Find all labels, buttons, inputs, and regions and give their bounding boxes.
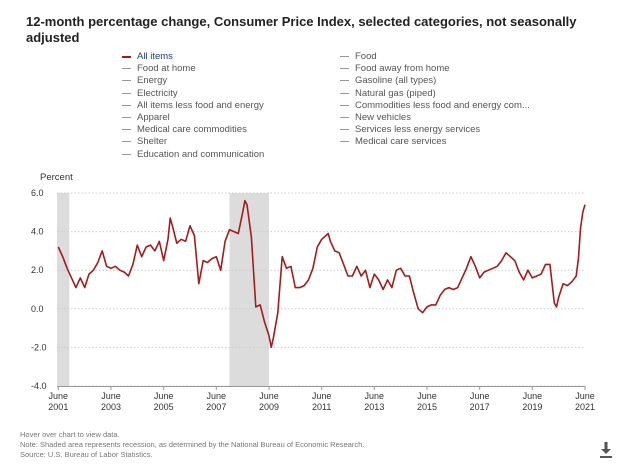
- legend-swatch: [340, 141, 349, 143]
- legend-swatch: [122, 141, 131, 143]
- x-tick-label: 2009: [259, 402, 279, 412]
- legend-swatch: [340, 104, 349, 106]
- x-tick-label: 2007: [206, 402, 226, 412]
- y-tick-label: 0.0: [31, 304, 44, 314]
- legend-swatch: [340, 92, 349, 94]
- legend-swatch: [122, 129, 131, 131]
- legend-label: Shelter: [137, 136, 168, 148]
- legend-label: Medical care commodities: [137, 124, 247, 136]
- legend-swatch: [340, 56, 349, 57]
- x-tick-label: 2005: [154, 402, 174, 412]
- x-tick-label: 2019: [522, 402, 542, 412]
- source-note: Source: U.S. Bureau of Labor Statistics.: [20, 450, 153, 459]
- legend-item[interactable]: Medical care commodities: [122, 123, 247, 136]
- legend-swatch: [122, 55, 131, 58]
- y-tick-label: 2.0: [31, 265, 44, 275]
- legend-label: Food at home: [137, 63, 196, 75]
- legend-item[interactable]: Apparel: [122, 111, 170, 124]
- legend-label: Services less energy services: [355, 124, 481, 136]
- chart-title: 12-month percentage change, Consumer Pri…: [26, 14, 577, 45]
- x-tick-label: 2013: [364, 402, 384, 412]
- legend-swatch: [340, 117, 349, 118]
- legend-swatch: [122, 104, 131, 106]
- legend-swatch: [340, 129, 349, 131]
- recession-band: [57, 193, 70, 386]
- y-tick-label: -4.0: [31, 381, 47, 391]
- legend-label: Medical care services: [355, 136, 447, 148]
- legend-item[interactable]: Education and communication: [122, 148, 264, 161]
- legend-label: Energy: [137, 75, 168, 87]
- x-tick-label: June: [575, 391, 595, 401]
- legend-item[interactable]: Electricity: [122, 87, 178, 100]
- x-tick-label: 2001: [48, 402, 68, 412]
- legend-swatch: [122, 117, 131, 118]
- legend-item[interactable]: New vehicles: [340, 111, 411, 124]
- y-tick-label: -2.0: [31, 342, 47, 352]
- recession-note: Note: Shaded area represents recession, …: [20, 440, 365, 449]
- legend-label: All items less food and energy: [137, 99, 264, 111]
- x-tick-label: June: [207, 391, 227, 401]
- legend-item[interactable]: Food: [340, 50, 377, 63]
- legend-item[interactable]: Energy: [122, 74, 167, 87]
- series-line-all-items[interactable]: [57, 199, 586, 349]
- x-tick-label: June: [417, 391, 437, 401]
- legend-swatch: [340, 80, 349, 82]
- x-tick-label: June: [154, 391, 174, 401]
- legend-label: Electricity: [137, 87, 178, 99]
- legend-item[interactable]: Gasoline (all types): [340, 74, 436, 87]
- hover-note: Hover over chart to view data.: [20, 430, 120, 439]
- x-tick-label: June: [523, 391, 543, 401]
- legend-label: Gasoline (all types): [355, 75, 437, 87]
- x-tick-label: 2021: [575, 402, 595, 412]
- legend-label: Education and communication: [137, 148, 265, 160]
- x-tick-label: June: [49, 391, 69, 401]
- legend-swatch: [122, 153, 131, 155]
- legend-item[interactable]: Food away from home: [340, 62, 450, 75]
- y-tick-label: 4.0: [31, 227, 44, 237]
- legend-item[interactable]: Services less energy services: [340, 123, 480, 136]
- legend-swatch: [122, 92, 131, 94]
- legend-item[interactable]: Natural gas (piped): [340, 87, 436, 100]
- legend-label: Food: [355, 51, 377, 62]
- x-tick-label: 2003: [101, 402, 121, 412]
- x-tick-label: 2017: [470, 402, 490, 412]
- legend-item[interactable]: All items less food and energy: [122, 99, 264, 112]
- x-tick-label: 2011: [312, 402, 331, 412]
- legend-label: Natural gas (piped): [355, 87, 436, 99]
- legend-item[interactable]: Shelter: [122, 135, 167, 148]
- legend-swatch: [340, 68, 349, 70]
- legend-item[interactable]: Food at home: [122, 62, 196, 75]
- legend-swatch: [122, 80, 131, 82]
- legend-item[interactable]: Medical care services: [340, 135, 446, 148]
- legend-swatch: [122, 68, 131, 70]
- legend-label: All items: [137, 51, 173, 62]
- legend-label: Food away from home: [355, 63, 450, 75]
- legend-label: New vehicles: [355, 112, 411, 123]
- legend-label: Commodities less food and energy com...: [355, 99, 530, 111]
- x-tick-label: 2015: [417, 402, 437, 412]
- x-tick-label: June: [365, 391, 385, 401]
- y-axis-title: Percent: [40, 172, 73, 183]
- download-icon[interactable]: [598, 440, 614, 460]
- y-tick-label: 6.0: [31, 188, 44, 198]
- x-tick-label: June: [470, 391, 490, 401]
- x-tick-label: June: [101, 391, 121, 401]
- legend-item[interactable]: All items: [122, 50, 173, 63]
- legend-label: Apparel: [137, 112, 170, 123]
- x-tick-label: June: [259, 391, 279, 401]
- legend-item[interactable]: Commodities less food and energy com...: [340, 99, 530, 112]
- legend: All items Food at home Energy Electricity Al…: [0, 50, 624, 165]
- x-tick-label: June: [312, 391, 332, 401]
